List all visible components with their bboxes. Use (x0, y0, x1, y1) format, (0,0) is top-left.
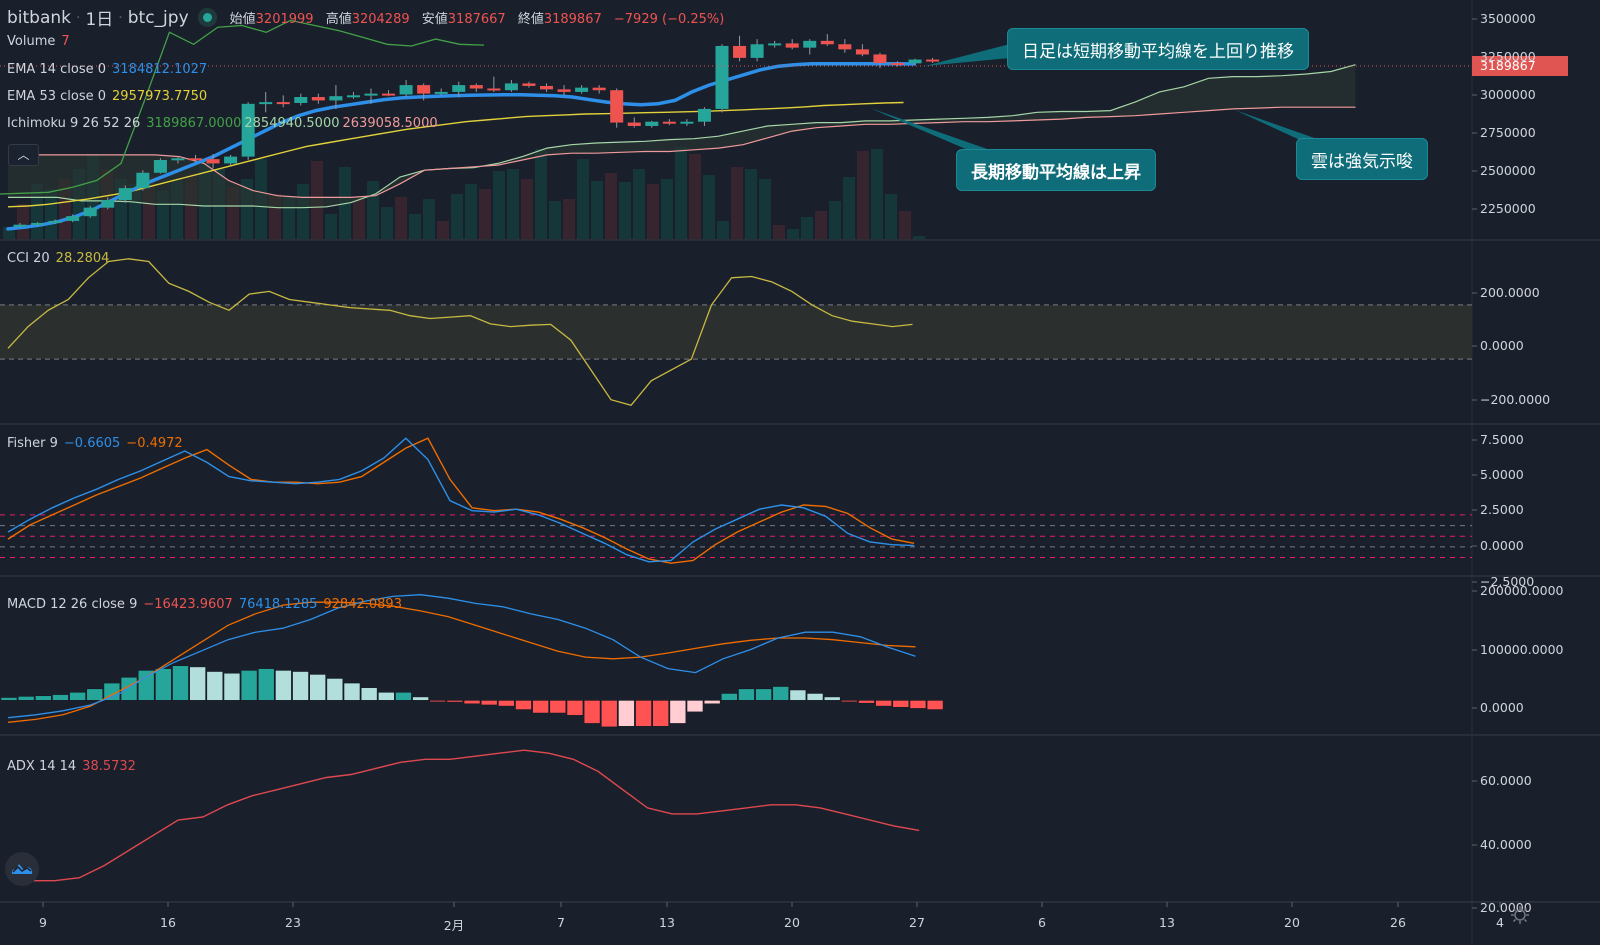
legend-value: 3189867.0000 (146, 116, 242, 131)
axis-label-price: 3000000 (1480, 87, 1536, 102)
axis-label-price: 3250000 (1480, 49, 1536, 64)
legend-value: 92842.0893 (323, 597, 402, 612)
legend-value: −0.6605 (63, 436, 121, 451)
collapse-legend-button[interactable]: ︿ (8, 144, 39, 166)
low-value: 3187667 (447, 12, 506, 27)
callout-text: 雲は強気示唆 (1311, 151, 1413, 172)
legend-value: 7 (61, 34, 70, 49)
legend-ema53[interactable]: EMA 53 close 0 2957973.7750 (7, 89, 213, 105)
time-axis-label: 9 (39, 915, 47, 930)
axis-label-fisher: 0.0000 (1480, 538, 1524, 553)
legend-label: Ichimoku 9 26 52 26 (7, 116, 141, 131)
symbol-header[interactable]: bitbank · 1日 · btc_jpy 始値3201999 高値32042… (7, 5, 733, 31)
open-label: 始値 (229, 12, 256, 27)
callout-short-ma[interactable]: 日足は短期移動平均線を上回り推移 (1007, 28, 1309, 70)
separator-dot: · (76, 9, 81, 26)
last-price-tag: 3189867 (1472, 56, 1568, 76)
axis-label-fisher: 7.5000 (1480, 432, 1524, 447)
legend-adx[interactable]: ADX 14 14 38.5732 (7, 759, 142, 775)
legend-label: Volume (7, 34, 56, 49)
settings-button[interactable] (1510, 905, 1530, 929)
axis-label-adx: 40.0000 (1480, 837, 1532, 852)
symbol-label[interactable]: btc_jpy (127, 7, 189, 28)
axis-label-adx: 60.0000 (1480, 773, 1532, 788)
interval-label[interactable]: 1日 (85, 10, 114, 30)
legend-macd[interactable]: MACD 12 26 close 9 −16423.9607 76418.1285 9… (7, 597, 408, 613)
legend-ichimoku[interactable]: Ichimoku 9 26 52 26 3189867.0000 2854940.5… (7, 116, 444, 132)
axis-label-price: 2750000 (1480, 125, 1536, 140)
legend-label: ADX 14 14 (7, 759, 77, 774)
high-label: 高値 (325, 12, 352, 27)
legend-label: EMA 53 close 0 (7, 89, 107, 104)
time-axis-label: 23 (285, 915, 301, 930)
legend-cci[interactable]: CCI 20 28.2804 (7, 251, 115, 267)
legend-value: −0.4972 (126, 436, 183, 451)
legend-label: CCI 20 (7, 251, 50, 266)
close-value: 3189867 (543, 12, 602, 27)
callout-cloud[interactable]: 雲は強気示唆 (1296, 138, 1428, 180)
low-label: 安値 (421, 12, 448, 27)
axis-label-fisher: −2.5000 (1480, 574, 1535, 589)
legend-value: 28.2804 (55, 251, 110, 266)
callout-long-ma[interactable]: 長期移動平均線は上昇 (956, 149, 1156, 191)
time-axis-label: 6 (1038, 915, 1046, 930)
axis-label-macd: 100000.0000 (1480, 642, 1564, 657)
time-axis-label: 16 (160, 915, 176, 930)
time-axis-label: 26 (1390, 915, 1406, 930)
close-label: 終値 (517, 12, 544, 27)
high-value: 3204289 (351, 12, 410, 27)
legend-label: MACD 12 26 close 9 (7, 597, 138, 612)
chevron-up-icon: ︿ (17, 148, 30, 162)
legend-label: Fisher 9 (7, 436, 58, 451)
axis-label-adx: 20.0000 (1480, 900, 1532, 915)
legend-value: 2639058.5000 (342, 116, 438, 131)
time-axis-label: 20 (1284, 915, 1300, 930)
axis-label-cci: 200.0000 (1480, 285, 1540, 300)
time-axis-label: 13 (1159, 915, 1175, 930)
time-axis-label: 13 (659, 915, 675, 930)
exchange-name: bitbank (7, 7, 72, 28)
change-value: −7929 (−0.25%) (613, 12, 725, 27)
legend-value: 38.5732 (82, 759, 136, 774)
time-axis-label: 7 (557, 915, 565, 930)
time-axis-label: 4 (1496, 915, 1504, 930)
legend-fisher[interactable]: Fisher 9 −0.6605 −0.4972 (7, 436, 189, 452)
callout-text: 長期移動平均線は上昇 (971, 162, 1141, 183)
open-value: 3201999 (255, 12, 314, 27)
axis-label-price: 2250000 (1480, 201, 1536, 216)
gear-icon (1511, 906, 1529, 924)
legend-value: 3184812.1027 (112, 62, 208, 77)
axis-label-cci: 0.0000 (1480, 338, 1524, 353)
axis-label-macd: 200000.0000 (1480, 583, 1564, 598)
market-status-icon (202, 13, 212, 22)
legend-label: EMA 14 close 0 (7, 62, 107, 77)
cloud-chart-icon (11, 864, 33, 874)
legend-volume[interactable]: Volume 7 (7, 34, 76, 50)
axis-label-macd: 0.0000 (1480, 700, 1524, 715)
legend-value: −16423.9607 (143, 597, 233, 612)
legend-value: 2854940.5000 (244, 116, 340, 131)
time-axis-label: 2月 (443, 918, 465, 933)
callout-text: 日足は短期移動平均線を上回り推移 (1022, 41, 1294, 62)
axis-label-price: 3500000 (1480, 11, 1536, 26)
time-axis-label: 20 (784, 915, 800, 930)
axis-label-fisher: 2.5000 (1480, 502, 1524, 517)
ohlc-values: 始値3201999 高値3204289 安値3187667 終値3189867 … (230, 8, 733, 27)
axis-label-cci: −200.0000 (1480, 392, 1551, 407)
legend-value: 2957973.7750 (112, 89, 208, 104)
tradingview-logo[interactable] (5, 852, 39, 886)
axis-label-fisher: 5.0000 (1480, 467, 1524, 482)
legend-value: 76418.1285 (238, 597, 318, 612)
axis-label-price: 2500000 (1480, 163, 1536, 178)
legend-ema14[interactable]: EMA 14 close 0 3184812.1027 (7, 62, 213, 78)
separator-dot: · (118, 9, 123, 26)
time-axis-label: 27 (909, 915, 925, 930)
